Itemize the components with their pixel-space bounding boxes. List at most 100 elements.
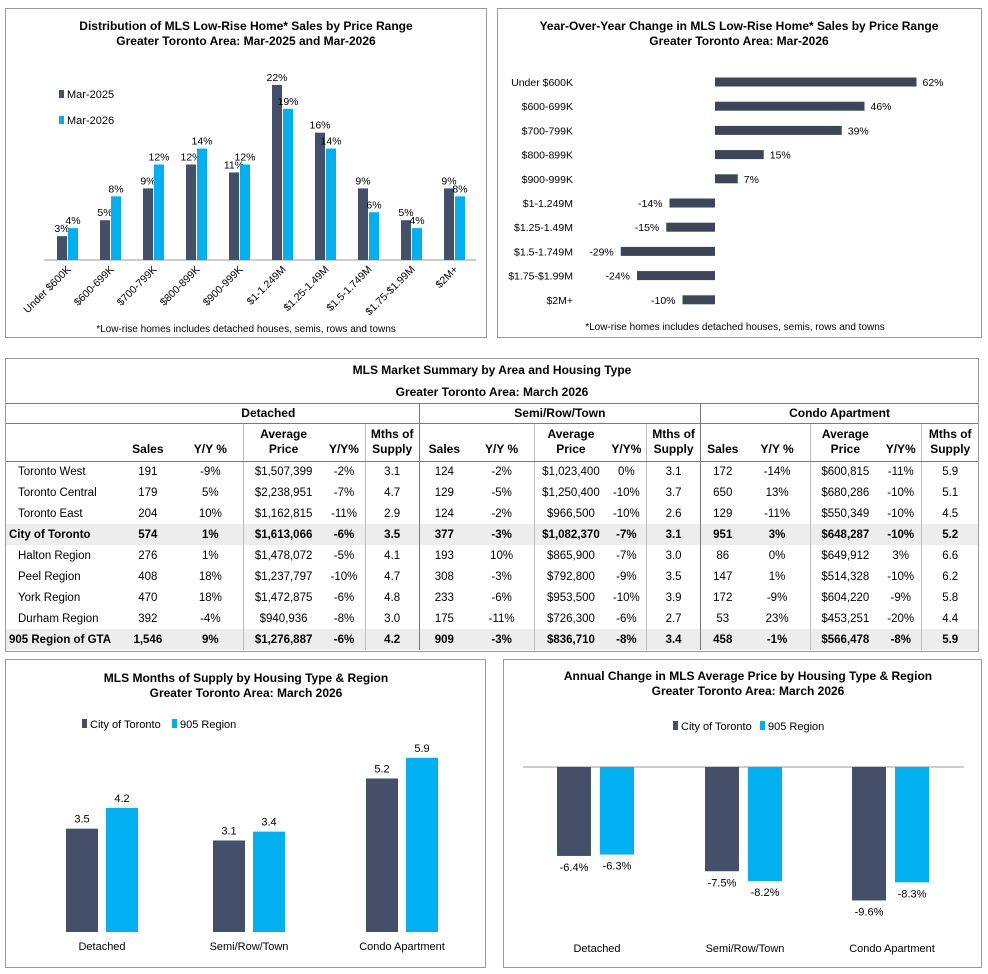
dist-legend-label: Mar-2026	[67, 115, 114, 127]
yoy-bar	[682, 295, 715, 305]
table-cell: -2%	[491, 507, 512, 520]
table-cell: -4%	[200, 612, 221, 625]
col-header-mths-supply-line2: Supply	[372, 441, 413, 456]
supply-data-label: 3.5	[74, 814, 89, 826]
group-condo-apartment: Condo Apartment	[700, 402, 978, 424]
table-cell: -20%	[887, 612, 915, 625]
dist-tick-label: $700-799K	[115, 264, 160, 309]
row-area-label: Peel Region	[18, 570, 81, 583]
yoy-bar	[715, 125, 842, 135]
table-cell: -11%	[887, 465, 914, 478]
table-cell: $865,900	[534, 545, 607, 566]
table-cell: $453,251	[809, 608, 881, 629]
price-bar-city-of-toronto	[852, 767, 886, 901]
col-header-sales: Sales	[117, 423, 178, 462]
table-cell: $680,286	[809, 482, 881, 503]
table-cell: -9%	[616, 570, 637, 583]
dist-bar-mar2026	[68, 228, 78, 260]
row-area-label: Toronto West	[18, 465, 86, 478]
dist-bar-mar2026	[326, 148, 336, 260]
table-row: York Region 470 18% $1,472,875 -6% 4.8 233 -6% $…	[6, 587, 978, 608]
yoy-bar	[620, 246, 715, 256]
col-header-yy-price: Y/Y%	[606, 423, 647, 462]
dist-bar-mar2025	[444, 188, 454, 260]
row-area-label: Toronto Central	[18, 486, 97, 499]
yoy-bar	[715, 77, 917, 87]
table-cell: 0%	[768, 549, 786, 562]
dist-data-label: 14%	[320, 136, 341, 148]
table-cell: -1%	[744, 629, 811, 650]
table-cell: 1%	[768, 570, 786, 583]
table-cell: 147	[700, 566, 745, 587]
yoy-data-label: -10%	[651, 295, 676, 307]
dist-bar-mar2026	[240, 164, 250, 260]
yoy-category-label: $700-799K	[522, 125, 573, 137]
supply-chart-subtitle: Greater Toronto Area: March 2026	[150, 686, 343, 700]
col-header-mths-supply-line2: Supply	[930, 441, 971, 456]
table-cell: -8%	[606, 629, 647, 650]
col-header-yy-price: Y/Y%	[323, 423, 366, 462]
table-row: Peel Region 408 18% $1,237,797 -10% 4.7 308 -3%…	[6, 566, 978, 587]
table-cell: 2.6	[646, 503, 701, 524]
table-cell: -3%	[469, 629, 535, 650]
yoy-bar	[715, 101, 865, 111]
table-cell: -11%	[764, 507, 791, 520]
price-bar-city-of-toronto	[557, 767, 591, 856]
col-header-avg-price-line2: Price	[830, 441, 861, 456]
table-cell: 5.2	[921, 524, 978, 545]
table-cell: $940,936	[242, 608, 324, 629]
table-cell: 4.2	[364, 629, 420, 650]
table-cell: 9%	[177, 629, 244, 650]
table-cell: 124	[418, 461, 470, 482]
table-cell: 4.7	[364, 566, 420, 587]
table-cell: 172	[700, 587, 745, 608]
col-header-mths-supply-line2: Supply	[653, 441, 694, 456]
table-cell: 86	[700, 545, 745, 566]
table-cell: 4.8	[364, 587, 420, 608]
table-cell: -10%	[330, 570, 358, 583]
supply-bar-city-of-toronto	[213, 840, 245, 932]
dist-bar-mar2025	[229, 172, 239, 260]
price-category-label: Semi/Row/Town	[706, 943, 785, 955]
yoy-data-label: -15%	[635, 222, 660, 234]
supply-data-label: 3.1	[221, 825, 236, 837]
table-cell: 408	[138, 570, 158, 583]
table-cell: 377	[418, 524, 470, 545]
table-cell: -6%	[323, 524, 366, 545]
table-cell: 5.9	[921, 629, 978, 650]
dist-tick-label: $600-699K	[72, 264, 117, 309]
yoy-category-label: $1.75-$1.99M	[508, 271, 573, 283]
supply-data-label: 5.2	[374, 763, 389, 775]
supply-legend-label: 905 Region	[180, 719, 236, 731]
table-cell: 10%	[490, 549, 514, 562]
supply-data-label: 3.4	[261, 817, 276, 829]
row-area-label: York Region	[18, 591, 81, 604]
table-cell: 3%	[892, 549, 910, 562]
col-header-yy: Y/Y %	[177, 423, 244, 462]
col-header-mths-supply-line1: Mths of	[370, 426, 414, 441]
col-header-avg-price-line1: Average	[821, 426, 869, 441]
price-chart-subtitle: Greater Toronto Area: March 2026	[652, 684, 845, 698]
table-cell: $550,349	[809, 503, 881, 524]
dist-data-label: 6%	[366, 199, 381, 211]
table-cell: 233	[418, 587, 470, 608]
col-header-yy: Y/Y %	[744, 423, 811, 462]
supply-bar-city-of-toronto	[366, 778, 398, 932]
col-header-avg-price-line2: Price	[268, 441, 299, 456]
supply-category-label: Semi/Row/Town	[210, 941, 289, 953]
table-cell: 191	[138, 465, 158, 478]
table-cell: $1,162,815	[242, 503, 324, 524]
table-cell: -2%	[333, 465, 355, 478]
dist-bar-mar2025	[272, 84, 282, 261]
table-cell: $1,613,066	[242, 524, 324, 545]
distribution-chart: Distribution of MLS Low-Rise Home* Sales…	[21, 19, 476, 335]
table-cell: $566,478	[809, 629, 881, 650]
table-cell: -10%	[880, 524, 922, 545]
row-area-label: 905 Region of GTA	[6, 629, 118, 650]
table-cell: 574	[117, 524, 178, 545]
price-bar-905-region	[748, 767, 782, 881]
table-cell: 3%	[744, 524, 811, 545]
column-header-row: Sales Y/Y % Average Price Y/Y% Mths of Supply S…	[6, 423, 978, 462]
supply-bar-905-region	[406, 757, 438, 932]
group-detached: Detached	[117, 402, 420, 424]
